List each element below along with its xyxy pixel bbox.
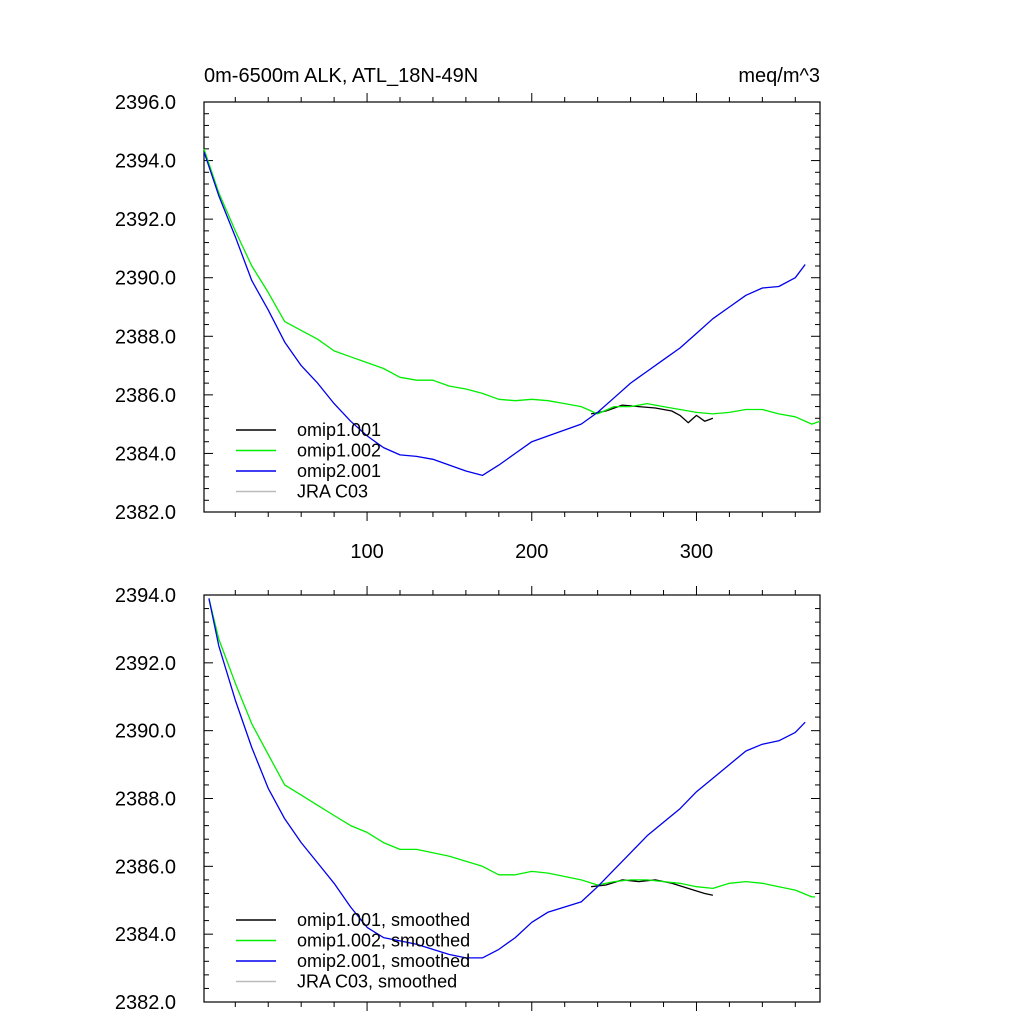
y-tick-label: 2394.0	[115, 151, 176, 173]
legend-label: omip1.001	[297, 420, 381, 440]
y-tick-label: 2386.0	[115, 385, 176, 407]
y-tick-label: 2384.0	[115, 443, 176, 465]
legend-label: omip1.002	[297, 441, 381, 461]
series-line-omip1-002	[203, 148, 821, 425]
y-tick-label: 2382.0	[115, 992, 176, 1014]
y-tick-label: 2382.0	[115, 502, 176, 524]
legend-label: JRA C03	[297, 482, 368, 502]
top-chart-panel: 0m-6500m ALK, ATL_18N-49N meq/m^3 2382.0…	[115, 65, 821, 563]
y-tick-label: 2388.0	[115, 789, 176, 811]
series-line-omip1-001	[590, 404, 714, 424]
y-tick-label: 2388.0	[115, 326, 176, 348]
x-tick-label: 300	[680, 541, 713, 563]
x-tick-label: 100	[350, 541, 383, 563]
legend-label: JRA C03, smoothed	[297, 972, 457, 992]
y-tick-label: 2390.0	[115, 721, 176, 743]
series-line-omip2-001-smoothed	[208, 598, 806, 959]
legend-label: omip2.001, smoothed	[297, 951, 470, 971]
y-tick-label: 2384.0	[115, 924, 176, 946]
y-tick-label: 2392.0	[115, 209, 176, 231]
series-line-omip2-001	[203, 151, 806, 477]
y-tick-label: 2392.0	[115, 653, 176, 675]
x-tick-label: 200	[515, 541, 548, 563]
chart-title: 0m-6500m ALK, ATL_18N-49N	[204, 65, 478, 87]
legend-label: omip2.001	[297, 461, 381, 481]
plot-frame	[203, 101, 821, 513]
series-line-omip1-002-smoothed	[208, 598, 816, 898]
y-tick-label: 2394.0	[115, 585, 176, 607]
y-tick-label: 2390.0	[115, 268, 176, 290]
series-line-omip1-001-smoothed	[591, 879, 714, 896]
legend-label: omip1.002, smoothed	[297, 931, 470, 951]
units-label: meq/m^3	[738, 65, 820, 87]
y-tick-label: 2396.0	[115, 92, 176, 114]
bottom-chart-panel: 2382.0 2384.0 2386.0 2388.0 2390.0 2392.0 2394…	[115, 585, 821, 1014]
legend-label: omip1.001, smoothed	[297, 910, 470, 930]
y-tick-label: 2386.0	[115, 856, 176, 878]
